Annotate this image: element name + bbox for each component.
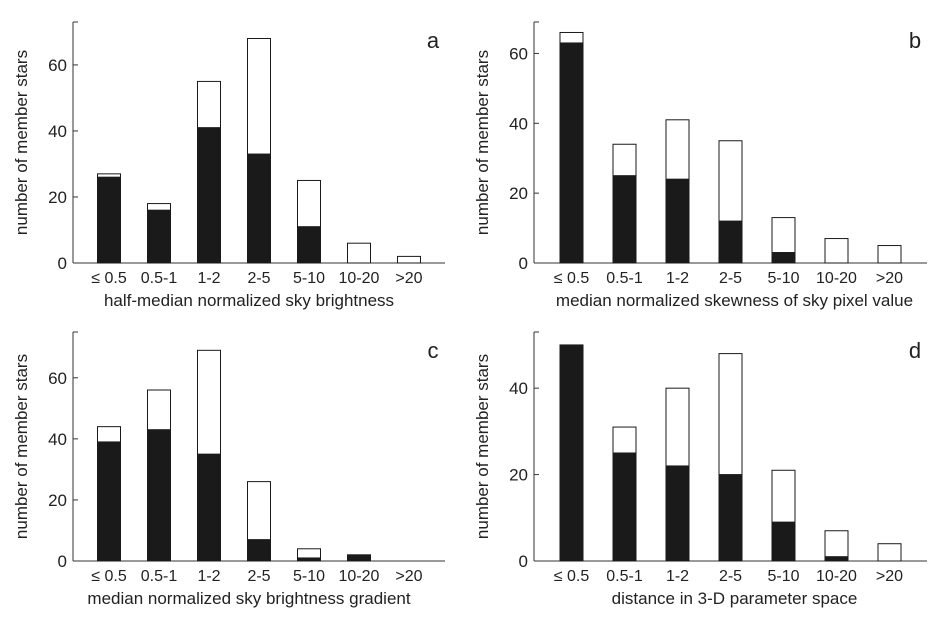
y-tick-label: 40 bbox=[48, 430, 67, 449]
x-axis-label: distance in 3-D parameter space bbox=[612, 589, 858, 608]
y-tick-label: 20 bbox=[509, 466, 528, 485]
bar-total bbox=[877, 543, 902, 562]
bar-total bbox=[347, 242, 371, 264]
bar-subset bbox=[297, 557, 321, 562]
bar-total bbox=[824, 238, 849, 264]
x-tick-label: 0.5-1 bbox=[141, 568, 178, 585]
x-tick-label: 1-2 bbox=[197, 568, 220, 585]
y-tick-label: 20 bbox=[48, 188, 67, 207]
y-tick-label: 60 bbox=[48, 369, 67, 388]
y-axis-label: number of member stars bbox=[12, 354, 31, 539]
bar-subset bbox=[771, 252, 796, 264]
bar-subset bbox=[824, 556, 849, 562]
bar-subset bbox=[612, 452, 637, 562]
y-tick-label: 40 bbox=[48, 122, 67, 141]
x-tick-label: 0.5-1 bbox=[141, 270, 178, 287]
bar-subset bbox=[612, 175, 637, 264]
x-axis-label: median normalized sky brightness gradien… bbox=[87, 589, 410, 608]
bar-subset bbox=[559, 42, 584, 264]
x-tick-label: 2-5 bbox=[247, 568, 270, 585]
panel-b: 0 20 40 60 ≤ 0.5 0.5-1 1-2 2-5 5-10 10-20 >20 media… bbox=[473, 21, 927, 310]
panel-d: 0 20 40 ≤ 0.5 0.5-1 1-2 2-5 5-10 10-20 >20 distanc… bbox=[473, 331, 927, 608]
x-tick-label: 10-20 bbox=[339, 270, 380, 287]
bar-subset bbox=[718, 220, 743, 264]
bar-total bbox=[397, 255, 421, 264]
x-tick-label: 2-5 bbox=[247, 270, 270, 287]
y-tick-label: 20 bbox=[509, 184, 528, 203]
bar-subset bbox=[147, 429, 171, 562]
y-axis-label: number of member stars bbox=[473, 354, 492, 539]
x-tick-label: 1-2 bbox=[197, 270, 220, 287]
y-tick-label: 40 bbox=[509, 379, 528, 398]
bar-subset bbox=[197, 453, 221, 562]
y-tick-label: 20 bbox=[48, 491, 67, 510]
bar-total bbox=[877, 245, 902, 264]
x-tick-label: 10-20 bbox=[816, 270, 857, 287]
x-tick-label: 0.5-1 bbox=[606, 270, 643, 287]
bar-subset bbox=[559, 344, 584, 562]
x-tick-label: >20 bbox=[876, 568, 903, 585]
bar-subset bbox=[347, 554, 371, 562]
x-tick-label: >20 bbox=[876, 270, 903, 287]
panel-a: 0 20 40 60 ≤ 0.5 0.5-1 1-2 2-5 5-10 10-20 >20half-… bbox=[12, 21, 445, 310]
panel-letter: c bbox=[428, 338, 439, 363]
x-tick-label: 2-5 bbox=[719, 568, 742, 585]
x-tick-label: 10-20 bbox=[816, 568, 857, 585]
x-tick-label: 0.5-1 bbox=[606, 568, 643, 585]
x-tick-label: 5-10 bbox=[293, 270, 325, 287]
x-tick-label: 1-2 bbox=[666, 568, 689, 585]
x-tick-label: 10-20 bbox=[339, 568, 380, 585]
y-tick-label: 0 bbox=[519, 552, 528, 571]
x-axis-label: median normalized skewness of sky pixel … bbox=[556, 291, 913, 310]
panel-c: 0 20 40 60 ≤ 0.5 0.5-1 1-2 2-5 5-10 10-20 >20 media… bbox=[12, 331, 445, 608]
panel-letter: b bbox=[909, 28, 921, 53]
bar-subset bbox=[247, 539, 271, 562]
x-tick-label: >20 bbox=[395, 270, 422, 287]
bar-subset bbox=[718, 474, 743, 562]
bar-subset bbox=[97, 441, 121, 562]
bar-subset bbox=[97, 176, 121, 264]
panel-letter: a bbox=[427, 28, 440, 53]
bar-subset bbox=[665, 465, 690, 562]
x-tick-label: ≤ 0.5 bbox=[91, 568, 127, 585]
bar-subset bbox=[247, 153, 271, 264]
x-tick-label: ≤ 0.5 bbox=[554, 568, 590, 585]
x-tick-label: 2-5 bbox=[719, 270, 742, 287]
bar-subset bbox=[197, 127, 221, 264]
x-tick-label: ≤ 0.5 bbox=[91, 270, 127, 287]
x-tick-label: 5-10 bbox=[767, 270, 799, 287]
x-axis-label: half-median normalized sky brightness bbox=[104, 291, 394, 310]
panel-letter: d bbox=[909, 338, 921, 363]
x-tick-label: 1-2 bbox=[666, 270, 689, 287]
y-tick-label: 40 bbox=[509, 114, 528, 133]
bar-subset bbox=[771, 521, 796, 562]
bar-subset bbox=[297, 226, 321, 264]
y-tick-label: 0 bbox=[58, 552, 67, 571]
bar-subset bbox=[147, 209, 171, 264]
y-tick-label: 0 bbox=[58, 254, 67, 273]
y-tick-label: 0 bbox=[519, 254, 528, 273]
y-tick-label: 60 bbox=[509, 44, 528, 63]
bar-subset bbox=[665, 178, 690, 264]
x-tick-label: 5-10 bbox=[293, 568, 325, 585]
y-axis-label: number of member stars bbox=[473, 50, 492, 235]
x-tick-label: >20 bbox=[395, 568, 422, 585]
x-tick-label: ≤ 0.5 bbox=[554, 270, 590, 287]
x-tick-label: 5-10 bbox=[767, 568, 799, 585]
y-tick-label: 60 bbox=[48, 56, 67, 75]
y-axis-label: number of member stars bbox=[12, 50, 31, 235]
